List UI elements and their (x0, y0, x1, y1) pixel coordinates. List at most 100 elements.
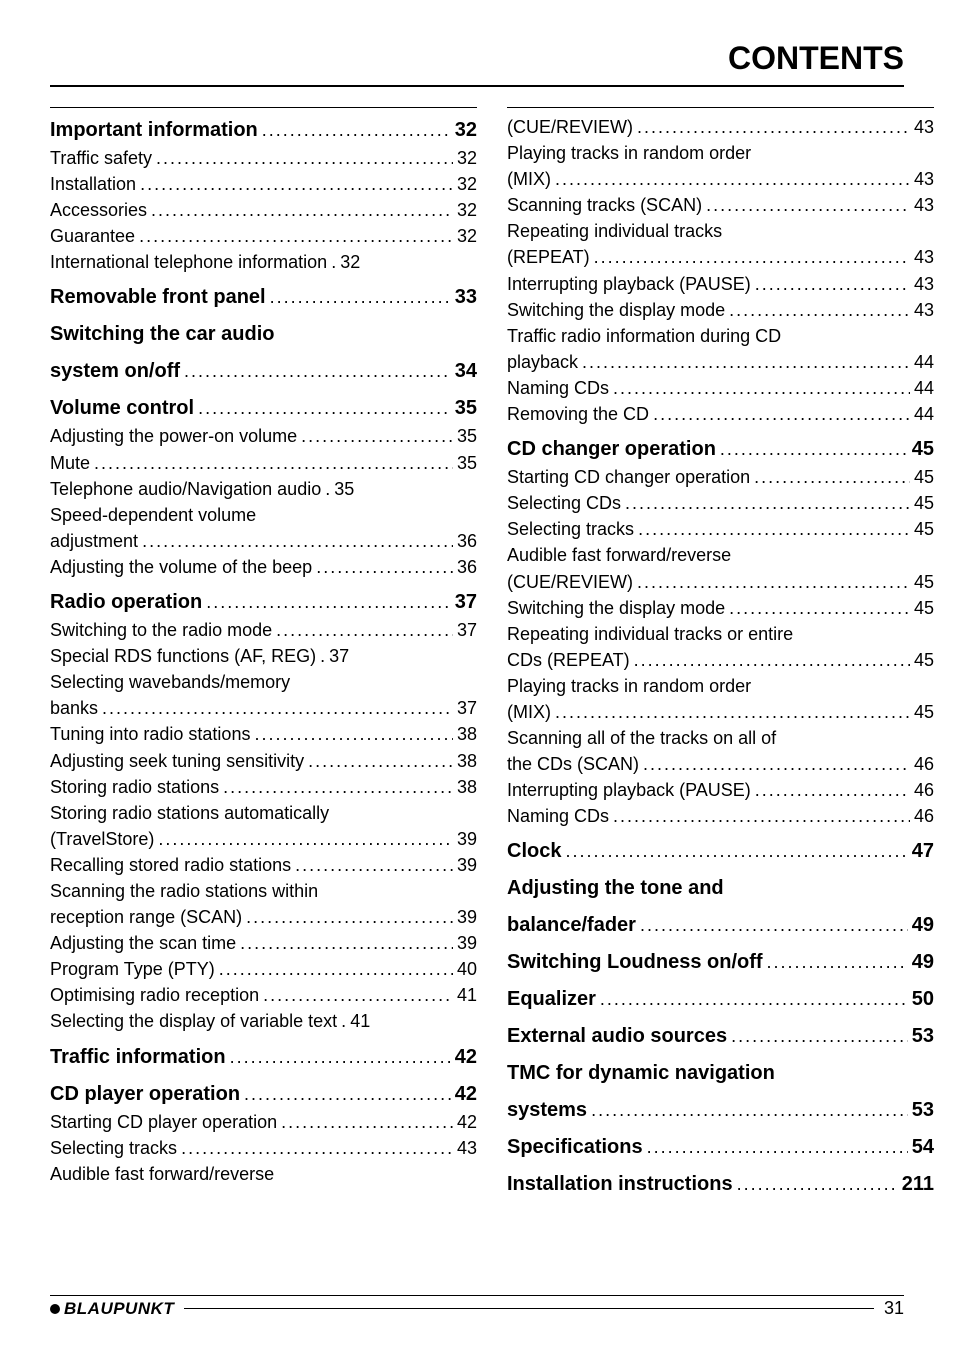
toc-leader-dots: . (325, 476, 330, 502)
toc-entry[interactable]: Traffic safety..........................… (50, 145, 477, 171)
toc-entry[interactable]: (CUE/REVIEW)............................… (507, 114, 934, 140)
toc-entry[interactable]: International telephone information. 32 (50, 249, 477, 275)
toc-entry[interactable]: Selecting CDs...........................… (507, 490, 934, 516)
toc-label: Telephone audio/Navigation audio (50, 476, 321, 502)
toc-page-number: 43 (914, 192, 934, 218)
toc-label: Interrupting playback (PAUSE) (507, 777, 751, 803)
toc-section-entry[interactable]: Specifications..........................… (507, 1133, 934, 1162)
toc-section-entry[interactable]: balance/fader...........................… (507, 911, 934, 940)
toc-section-entry[interactable]: CD player operation.....................… (50, 1080, 477, 1109)
toc-entry[interactable]: Guarantee...............................… (50, 223, 477, 249)
toc-label: Adjusting the scan time (50, 930, 236, 956)
toc-entry[interactable]: (MIX)...................................… (507, 166, 934, 192)
toc-leader-dots: ........................................… (731, 1023, 908, 1049)
toc-label: Tuning into radio stations (50, 721, 250, 747)
toc-section-entry[interactable]: External audio sources..................… (507, 1022, 934, 1051)
toc-entry[interactable]: Special RDS functions (AF, REG). 37 (50, 643, 477, 669)
toc-page-number: 32 (457, 145, 477, 171)
toc-section-entry[interactable]: systems.................................… (507, 1096, 934, 1125)
toc-label: Guarantee (50, 223, 135, 249)
toc-label: CDs (REPEAT) (507, 647, 630, 673)
toc-page-number: 46 (914, 803, 934, 829)
toc-entry[interactable]: Selecting the display of variable text. … (50, 1008, 477, 1034)
toc-leader-dots: ........................................… (240, 930, 453, 956)
toc-section-entry[interactable]: Installation instructions...............… (507, 1170, 934, 1199)
toc-entry[interactable]: Switching to the radio mode.............… (50, 617, 477, 643)
toc-entry[interactable]: banks...................................… (50, 695, 477, 721)
toc-label: Switching to the radio mode (50, 617, 272, 643)
toc-entry[interactable]: Selecting tracks........................… (507, 516, 934, 542)
toc-label: Removable front panel (50, 283, 266, 312)
toc-section-entry[interactable]: Switching Loudness on/off...............… (507, 948, 934, 977)
toc-leader-dots: ........................................… (254, 721, 453, 747)
toc-entry[interactable]: Storing radio stations..................… (50, 774, 477, 800)
toc-section-entry[interactable]: Radio operation.........................… (50, 588, 477, 617)
toc-entry[interactable]: Naming CDs..............................… (507, 375, 934, 401)
toc-section-entry[interactable]: Clock...................................… (507, 837, 934, 866)
toc-entry[interactable]: Removing the CD.........................… (507, 401, 934, 427)
toc-leader-dots: ........................................… (142, 528, 453, 554)
toc-entry[interactable]: Naming CDs..............................… (507, 803, 934, 829)
toc-page-number: 37 (455, 588, 477, 617)
toc-entry[interactable]: CDs (REPEAT)............................… (507, 647, 934, 673)
toc-entry[interactable]: Interrupting playback (PAUSE)...........… (507, 777, 934, 803)
toc-entry[interactable]: Mute....................................… (50, 450, 477, 476)
toc-section-entry[interactable]: Removable front panel...................… (50, 283, 477, 312)
toc-entry[interactable]: Interrupting playback (PAUSE)...........… (507, 271, 934, 297)
toc-page-number: 43 (914, 297, 934, 323)
toc-section-entry[interactable]: system on/off...........................… (50, 357, 477, 386)
toc-leader-dots: ........................................… (263, 982, 453, 1008)
toc-entry[interactable]: Starting CD changer operation...........… (507, 464, 934, 490)
toc-entry[interactable]: Optimising radio reception..............… (50, 982, 477, 1008)
toc-label: CD changer operation (507, 435, 716, 464)
toc-page-number: 32 (457, 171, 477, 197)
toc-section-entry[interactable]: Traffic information.....................… (50, 1043, 477, 1072)
toc-entry[interactable]: playback................................… (507, 349, 934, 375)
toc-label: reception range (SCAN) (50, 904, 242, 930)
toc-entry[interactable]: Telephone audio/Navigation audio. 35 (50, 476, 477, 502)
toc-entry[interactable]: Recalling stored radio stations.........… (50, 852, 477, 878)
toc-entry[interactable]: Installation............................… (50, 171, 477, 197)
toc-entry[interactable]: Adjusting the scan time.................… (50, 930, 477, 956)
toc-entry[interactable]: Accessories.............................… (50, 197, 477, 223)
toc-page-number: 44 (914, 401, 934, 427)
toc-leader-dots: ........................................… (295, 852, 453, 878)
toc-entry[interactable]: (CUE/REVIEW)............................… (507, 569, 934, 595)
toc-page-number: 36 (457, 554, 477, 580)
toc-entry[interactable]: Adjusting seek tuning sensitivity.......… (50, 748, 477, 774)
toc-page-number: 45 (914, 569, 934, 595)
toc-entry[interactable]: Tuning into radio stations..............… (50, 721, 477, 747)
toc-section-entry[interactable]: CD changer operation....................… (507, 435, 934, 464)
toc-entry[interactable]: Scanning tracks (SCAN)..................… (507, 192, 934, 218)
toc-page-number: 44 (914, 349, 934, 375)
toc-entry[interactable]: (MIX)...................................… (507, 699, 934, 725)
toc-entry[interactable]: Audible fast forward/reverse (50, 1161, 477, 1187)
toc-label: Selecting tracks (50, 1135, 177, 1161)
toc-section-entry[interactable]: Equalizer...............................… (507, 985, 934, 1014)
toc-entry[interactable]: Selecting tracks........................… (50, 1135, 477, 1161)
toc-entry[interactable]: Program Type (PTY)......................… (50, 956, 477, 982)
toc-page-number: 36 (457, 528, 477, 554)
toc-page-number: 45 (914, 490, 934, 516)
toc-entry[interactable]: Switching the display mode..............… (507, 595, 934, 621)
toc-entry-wrap: Traffic radio information during CD (507, 323, 934, 349)
toc-entry[interactable]: Adjusting the volume of the beep........… (50, 554, 477, 580)
toc-entry[interactable]: (REPEAT)................................… (507, 244, 934, 270)
toc-page-number: 45 (914, 516, 934, 542)
toc-entry[interactable]: reception range (SCAN)..................… (50, 904, 477, 930)
toc-entry[interactable]: (TravelStore)...........................… (50, 826, 477, 852)
toc-label: Playing tracks in random order (507, 673, 751, 699)
toc-entry[interactable]: Adjusting the power-on volume...........… (50, 423, 477, 449)
toc-section-entry[interactable]: Important information...................… (50, 116, 477, 145)
toc-label: Selecting the display of variable text (50, 1008, 337, 1034)
toc-entry-wrap: Selecting wavebands/memory (50, 669, 477, 695)
toc-entry[interactable]: the CDs (SCAN)..........................… (507, 751, 934, 777)
toc-entry[interactable]: Starting CD player operation............… (50, 1109, 477, 1135)
toc-section-entry[interactable]: Volume control..........................… (50, 394, 477, 423)
toc-page-number: 43 (457, 1135, 477, 1161)
toc-label: Switching Loudness on/off (507, 948, 763, 977)
toc-entry[interactable]: Switching the display mode..............… (507, 297, 934, 323)
toc-entry[interactable]: adjustment..............................… (50, 528, 477, 554)
toc-label: Optimising radio reception (50, 982, 259, 1008)
toc-label: Naming CDs (507, 375, 609, 401)
